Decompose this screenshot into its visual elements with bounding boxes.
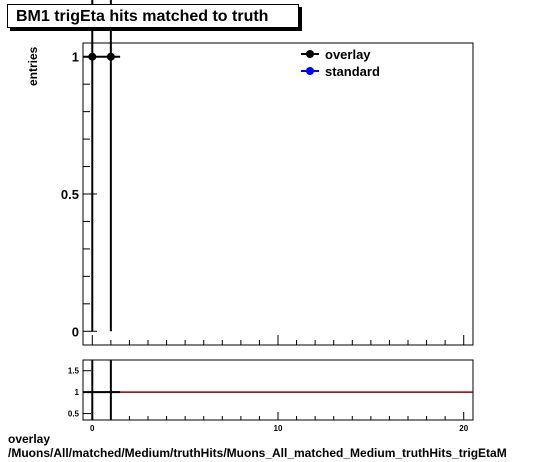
ratio-y-tick-label: 0.5 xyxy=(68,410,80,419)
chart-title: BM1 trigEta hits matched to truth xyxy=(16,8,269,25)
footer-path: /Muons/All/matched/Medium/truthHits/Muon… xyxy=(8,446,507,460)
data-point xyxy=(106,52,115,61)
y-tick-label: 0.5 xyxy=(61,187,79,202)
legend-label: overlay xyxy=(325,47,371,62)
y-axis-label: entries xyxy=(26,46,40,86)
legend-marker xyxy=(306,50,314,58)
ratio-x-tick-label: 20 xyxy=(459,424,468,433)
footer-label: overlay xyxy=(8,432,51,446)
ratio-y-tick-label: 1 xyxy=(75,388,80,397)
ratio-x-tick-label: 10 xyxy=(274,424,283,433)
ratio-y-tick-label: 1.5 xyxy=(68,367,80,376)
ratio-x-tick-label: 0 xyxy=(90,424,95,433)
y-tick-label: 0 xyxy=(72,324,79,339)
legend-label: standard xyxy=(325,64,380,79)
legend-marker xyxy=(306,67,314,75)
chart-title-box: BM1 trigEta hits matched to truth xyxy=(7,4,299,28)
ratio-plot-frame xyxy=(82,359,474,421)
y-tick-label: 1 xyxy=(72,50,79,65)
data-point xyxy=(88,52,97,61)
